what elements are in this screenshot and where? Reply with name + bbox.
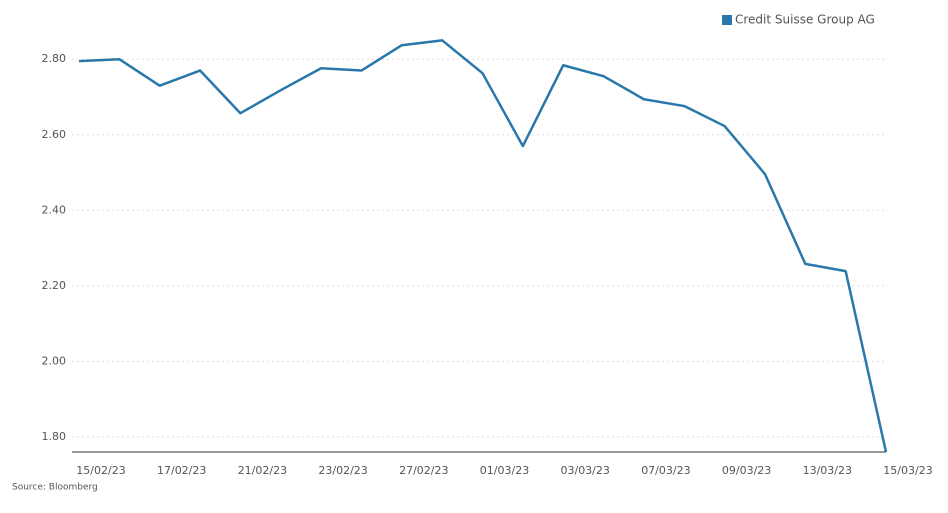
x-tick-label: 13/03/23 (803, 464, 852, 477)
y-tick-label: 2.80 (42, 52, 67, 65)
x-tick-label: 09/03/23 (722, 464, 771, 477)
y-tick-label: 1.80 (42, 430, 67, 443)
x-tick-label: 03/03/23 (560, 464, 609, 477)
x-tick-label: 15/03/23 (883, 464, 932, 477)
x-tick-label: 15/02/23 (76, 464, 125, 477)
legend-label: Credit Suisse Group AG (735, 13, 875, 27)
x-tick-label: 23/02/23 (318, 464, 367, 477)
data-line (78, 39, 888, 453)
y-tick-label: 2.40 (42, 203, 67, 216)
y-tick-label: 2.00 (42, 354, 67, 367)
x-tick-label: 01/03/23 (480, 464, 529, 477)
y-tick-label: 2.20 (42, 279, 67, 292)
legend-swatch (722, 15, 732, 25)
x-tick-label: 21/02/23 (238, 464, 287, 477)
x-tick-label: 27/02/23 (399, 464, 448, 477)
y-tick-label: 2.60 (42, 128, 67, 141)
x-tick-label: 07/03/23 (641, 464, 690, 477)
source-note: Source: Bloomberg (12, 483, 98, 493)
x-tick-label: 17/02/23 (157, 464, 206, 477)
